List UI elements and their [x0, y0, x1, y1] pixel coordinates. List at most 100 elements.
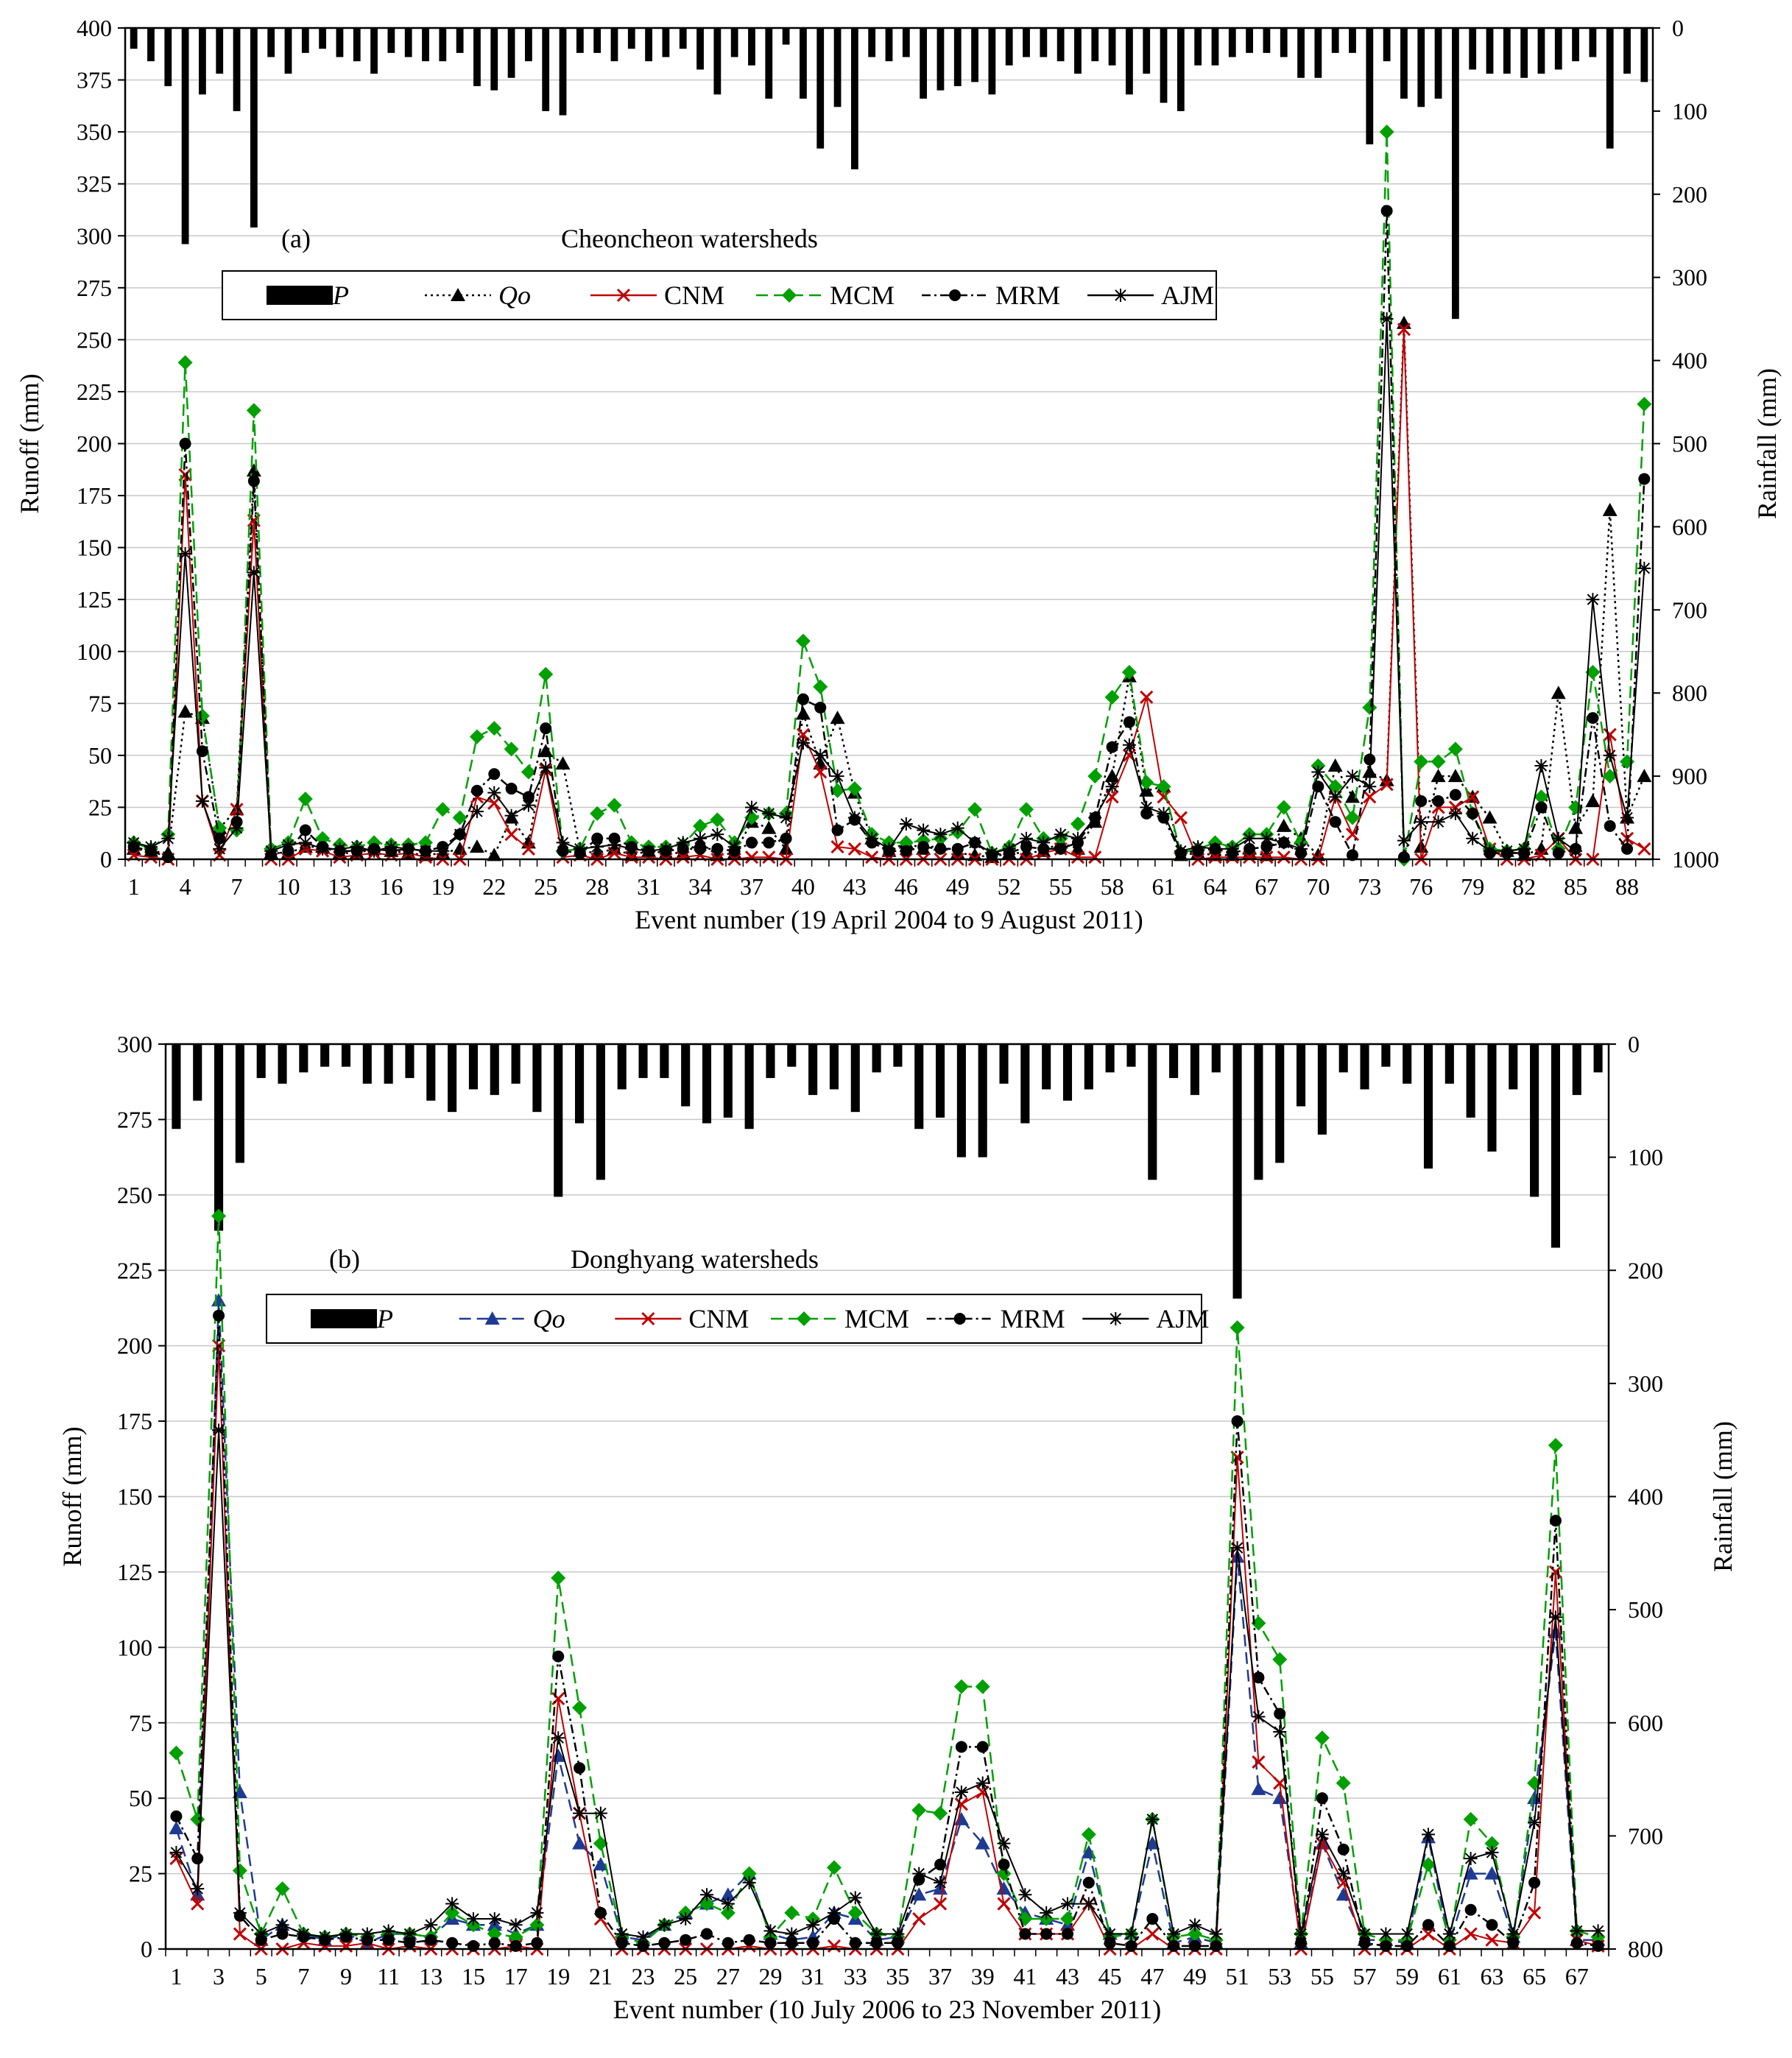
data-point-ajm — [806, 1918, 820, 1932]
series-line-mcm — [175, 1216, 1598, 1945]
data-point-ajm — [1422, 1828, 1435, 1842]
data-point-cnm — [997, 1897, 1011, 1911]
data-point-ajm — [1517, 842, 1531, 856]
data-point-ajm — [509, 1918, 523, 1932]
data-point-ajm — [367, 844, 381, 858]
rainfall-bar — [1451, 28, 1459, 320]
data-point-qo — [177, 704, 193, 718]
data-point-qo — [169, 1821, 184, 1835]
data-point-mrm — [162, 851, 174, 864]
rainfall-bar — [679, 28, 687, 49]
rainfall-bar — [284, 28, 292, 74]
rainfall-bar — [1246, 28, 1254, 53]
data-point-ajm — [350, 840, 364, 854]
data-point-mcm — [572, 1700, 588, 1716]
data-point-cnm — [1260, 850, 1274, 864]
y2-tick-label: 300 — [1628, 1370, 1663, 1397]
data-point-ajm — [530, 1906, 544, 1920]
data-point-mcm — [830, 783, 845, 798]
data-point-ajm — [1442, 1927, 1456, 1941]
data-point-qo — [813, 756, 828, 770]
data-point-mrm — [1346, 849, 1358, 861]
legend-label-cnm: CNM — [664, 281, 724, 310]
data-point-qo — [1251, 1781, 1266, 1795]
data-point-mrm — [1552, 847, 1565, 859]
rainfall-bar — [782, 28, 790, 45]
data-point-mcm — [435, 802, 451, 817]
data-point-ajm — [882, 842, 896, 856]
data-point-mcm — [784, 1905, 800, 1920]
data-point-cnm — [1070, 850, 1085, 864]
x-tick-label: 41 — [1013, 1963, 1037, 1990]
data-point-qo — [830, 711, 845, 725]
rainfall-bar — [723, 1044, 733, 1118]
x-tick-label: 55 — [1049, 873, 1073, 900]
data-point-ajm — [1311, 765, 1325, 779]
data-point-qo — [778, 841, 794, 855]
data-point-cnm — [1252, 1755, 1266, 1769]
y2-tick-label: 500 — [1672, 431, 1707, 457]
rainfall-bar — [256, 1044, 266, 1079]
data-point-mcm — [275, 1881, 290, 1897]
data-point-cnm — [1421, 1927, 1436, 1941]
x-tick-label: 19 — [431, 873, 454, 900]
y-axis-label: Runoff (mm) — [15, 373, 44, 513]
data-point-ajm — [1637, 561, 1651, 575]
data-point-ajm — [419, 844, 433, 858]
data-point-mcm — [1585, 664, 1601, 680]
y-tick-label: 100 — [117, 1634, 152, 1660]
rainfall-bar — [833, 28, 842, 108]
data-point-mcm — [1431, 754, 1446, 769]
data-point-qo — [452, 841, 468, 855]
data-point-ajm — [254, 1927, 268, 1941]
legend-label-ajm: AJM — [1161, 281, 1214, 310]
data-point-cnm — [762, 850, 776, 864]
data-point-ajm — [1277, 836, 1291, 850]
y-tick-label: 200 — [77, 431, 112, 457]
panel-label: (b) — [329, 1244, 360, 1274]
data-point-mrm — [870, 1937, 883, 1949]
data-point-mcm — [710, 812, 725, 828]
y2-axis-label: Rainfall (mm) — [1708, 1421, 1738, 1572]
rainfall-bar — [1530, 1044, 1539, 1197]
series-ajm — [127, 312, 1651, 860]
data-point-ajm — [230, 821, 244, 835]
rainfall-bar — [1400, 28, 1408, 99]
x-tick-label: 65 — [1523, 1963, 1546, 1990]
data-point-mrm — [1274, 1708, 1286, 1720]
data-point-ajm — [161, 831, 175, 845]
data-point-mrm — [807, 1937, 819, 1949]
data-point-ajm — [1400, 1927, 1414, 1941]
rainfall-bar — [468, 1044, 478, 1090]
data-point-qo — [1527, 1791, 1542, 1805]
rainfall-bar — [816, 28, 825, 149]
data-point-mrm — [1244, 842, 1256, 855]
data-point-mcm — [813, 679, 828, 694]
data-point-mcm — [297, 792, 313, 807]
data-point-ajm — [233, 1906, 247, 1920]
data-point-ajm — [191, 1882, 205, 1896]
x-tick-label: 23 — [632, 1963, 655, 1990]
data-point-mrm — [1364, 753, 1376, 766]
legend-marker-mrm — [953, 1313, 966, 1325]
rainfall-bar — [850, 28, 858, 169]
rainfall-bar — [1194, 28, 1202, 66]
data-point-mcm — [1336, 1775, 1351, 1791]
rainfall-bar — [575, 1044, 585, 1124]
rainfall-bar — [362, 1044, 372, 1084]
rainfall-bar — [1042, 1044, 1051, 1090]
x-tick-label: 52 — [998, 873, 1021, 900]
data-point-mrm — [955, 1741, 967, 1753]
x-tick-label: 13 — [328, 873, 351, 900]
data-point-ajm — [1591, 1924, 1605, 1938]
data-point-mrm — [658, 1937, 671, 1949]
data-point-ajm — [487, 1912, 501, 1926]
rainfall-bar — [1403, 1044, 1412, 1084]
data-point-cnm — [1528, 1906, 1542, 1920]
data-point-mrm — [594, 1906, 607, 1919]
data-point-ajm — [1174, 844, 1188, 858]
data-point-mrm — [191, 1853, 204, 1865]
data-point-ajm — [636, 1930, 650, 1944]
data-point-mcm — [1548, 1437, 1563, 1453]
data-point-cnm — [1464, 1927, 1478, 1941]
